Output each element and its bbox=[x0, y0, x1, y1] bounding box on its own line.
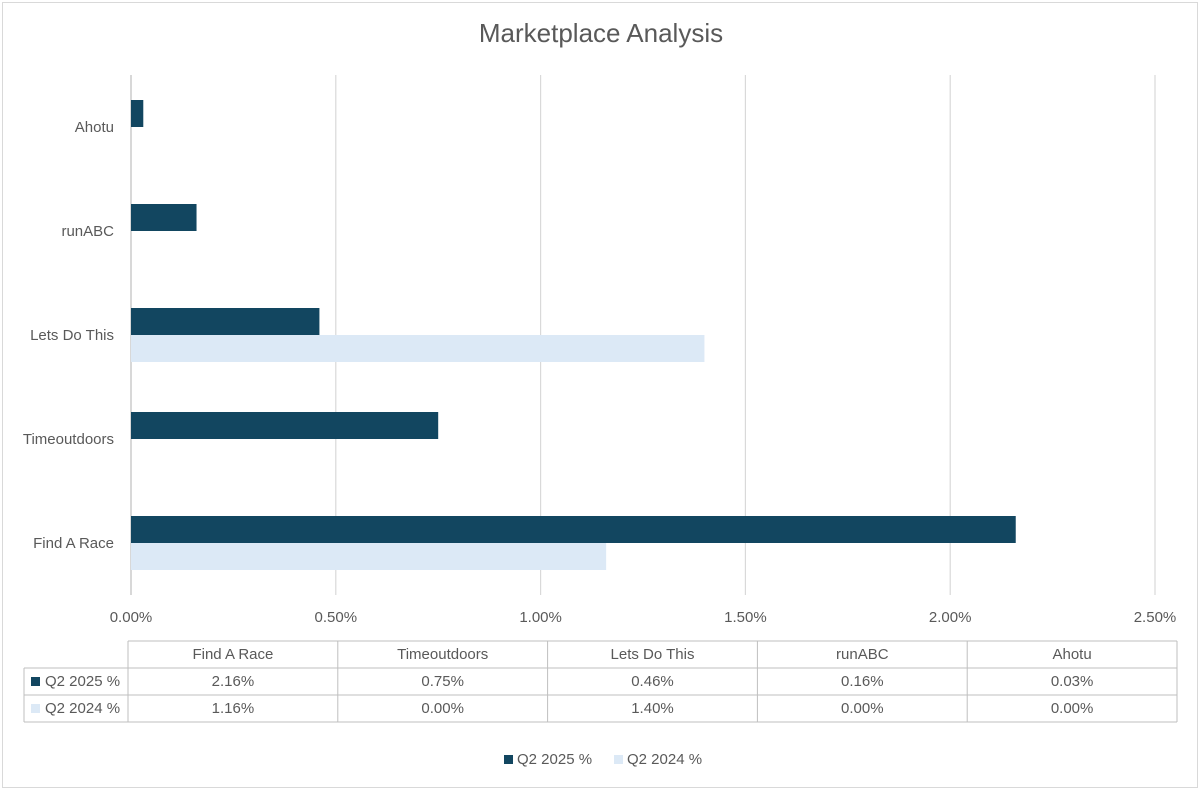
table-value-cell: 1.16% bbox=[212, 700, 255, 717]
table-value-cell: 0.00% bbox=[421, 700, 464, 717]
category-label: Lets Do This bbox=[30, 327, 114, 344]
legend-label: Q2 2025 % bbox=[517, 751, 592, 768]
table-value-cell: 0.16% bbox=[841, 673, 884, 690]
table-value-cell: 0.00% bbox=[1051, 700, 1094, 717]
category-labels: Find A Race Timeoutdoors Lets Do This runAB… bbox=[23, 119, 114, 552]
table-value-cell: 0.75% bbox=[421, 673, 464, 690]
table-series-name: Q2 2024 % bbox=[45, 700, 120, 717]
bar-q2-2025 bbox=[131, 100, 144, 127]
x-tick-label: 1.00% bbox=[519, 609, 562, 626]
category-label: Ahotu bbox=[75, 119, 114, 136]
bar-q2-2025 bbox=[131, 516, 1016, 543]
legend-key bbox=[504, 755, 513, 764]
category-label: runABC bbox=[61, 223, 114, 240]
legend: Q2 2025 % Q2 2024 % bbox=[504, 751, 702, 768]
table-value-cell: 1.40% bbox=[631, 700, 674, 717]
category-label: Find A Race bbox=[33, 535, 114, 552]
category-label: Timeoutdoors bbox=[23, 431, 114, 448]
table-series-name: Q2 2025 % bbox=[45, 673, 120, 690]
table-header-cell: Find A Race bbox=[192, 646, 273, 663]
table-value-cell: 0.03% bbox=[1051, 673, 1094, 690]
table-header-cell: runABC bbox=[836, 646, 889, 663]
table-value-cell: 0.46% bbox=[631, 673, 674, 690]
bar-q2-2025 bbox=[131, 308, 320, 335]
x-tick-label: 2.00% bbox=[929, 609, 972, 626]
bars bbox=[131, 100, 1016, 570]
bar-q2-2024 bbox=[131, 335, 705, 362]
chart-title: Marketplace Analysis bbox=[479, 18, 723, 48]
table-header-cell: Lets Do This bbox=[611, 646, 695, 663]
legend-label: Q2 2024 % bbox=[627, 751, 702, 768]
bar-q2-2025 bbox=[131, 204, 197, 231]
x-tick-label: 1.50% bbox=[724, 609, 767, 626]
table-header-cell: Timeoutdoors bbox=[397, 646, 488, 663]
bar-q2-2025 bbox=[131, 412, 439, 439]
data-table: Find A Race Timeoutdoors Lets Do This runAB… bbox=[23, 640, 1178, 723]
table-legend-key bbox=[31, 677, 40, 686]
x-tick-labels: 0.00% 0.50% 1.00% 1.50% 2.00% 2.50% bbox=[110, 609, 1177, 626]
x-tick-label: 0.00% bbox=[110, 609, 153, 626]
table-header-cell: Ahotu bbox=[1052, 646, 1091, 663]
table-value-cell: 2.16% bbox=[212, 673, 255, 690]
table-value-cell: 0.00% bbox=[841, 700, 884, 717]
legend-key bbox=[614, 755, 623, 764]
table-legend-key bbox=[31, 704, 40, 713]
x-tick-label: 0.50% bbox=[315, 609, 358, 626]
bar-q2-2024 bbox=[131, 543, 607, 570]
x-tick-label: 2.50% bbox=[1134, 609, 1177, 626]
gridlines bbox=[130, 75, 1156, 595]
